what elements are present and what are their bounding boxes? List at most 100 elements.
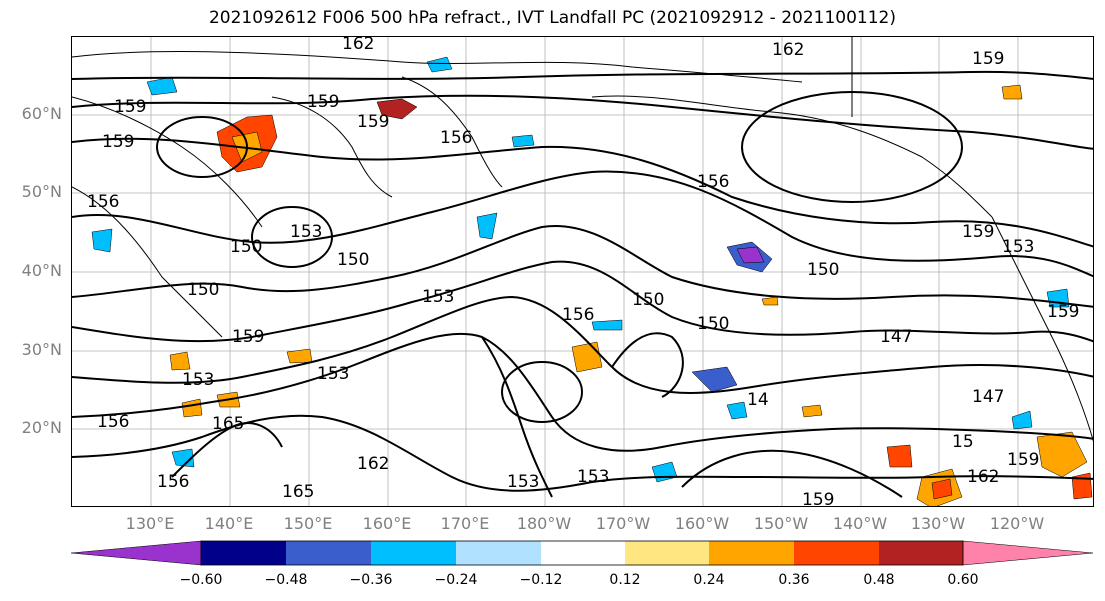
anomaly-patch — [146, 76, 178, 96]
anomaly-patch — [511, 134, 535, 148]
contour-label: 162 — [772, 40, 804, 60]
contour-label: 159 — [232, 327, 264, 347]
contour-label: 159 — [1047, 302, 1079, 322]
colorbar-tick: 0.48 — [863, 572, 895, 588]
colorbar-tick: −0.36 — [349, 572, 393, 588]
lon-label-150w: 150°W — [753, 514, 809, 533]
contour-label: 156 — [697, 172, 729, 192]
anomaly-patch — [169, 351, 191, 371]
gridlines — [72, 37, 1093, 506]
colorbar-tick: 0.36 — [778, 572, 810, 588]
anomaly-patch — [691, 366, 738, 393]
lat-label-60n: 60°N — [21, 104, 62, 123]
anomaly-patch — [571, 341, 603, 373]
lon-label-150e: 150°E — [283, 514, 333, 533]
colorbar-segment-4 — [456, 541, 541, 565]
contour-label: 153 — [1002, 237, 1034, 257]
contour-label: 159 — [972, 49, 1004, 69]
lon-label-140e: 140°E — [204, 514, 254, 533]
contour-label: 162 — [342, 37, 374, 54]
contour-label: 159 — [962, 222, 994, 242]
shaded-anomalies — [91, 56, 1093, 506]
anomaly-patch — [181, 398, 203, 418]
map-panel: 162 162 159 159 159 159 156 159 156 156 … — [71, 36, 1094, 507]
contour-label: 153 — [290, 222, 322, 242]
contour-label: 159 — [307, 92, 339, 112]
colorbar-tick: 0.12 — [609, 572, 641, 588]
contour-label: 159 — [1007, 450, 1039, 470]
map-title: 2021092612 F006 500 hPa refract., IVT La… — [208, 8, 896, 28]
anomaly-patch — [736, 246, 765, 264]
contour-label: 159 — [102, 132, 134, 152]
map-canvas: 162 162 159 159 159 159 156 159 156 156 … — [72, 37, 1093, 507]
contour-label: 147 — [972, 387, 1004, 407]
colorbar-segment-2 — [286, 541, 371, 565]
contour-label: 150 — [337, 250, 369, 270]
contour-label: 159 — [357, 112, 389, 132]
contour-label: 150 — [697, 314, 729, 334]
colorbar-segment-3 — [371, 541, 456, 565]
lon-label-130e: 130°E — [125, 514, 175, 533]
contour-label: 165 — [282, 482, 314, 502]
lon-label-130w: 130°W — [910, 514, 966, 533]
lat-label-50n: 50°N — [21, 182, 62, 201]
anomaly-patch — [761, 296, 779, 306]
lon-label-180w: 180°W — [516, 514, 572, 533]
contour-label: 147 — [880, 327, 912, 347]
colorbar-tick: −0.12 — [519, 572, 563, 588]
colorbar-outline — [200, 540, 964, 566]
contour-label: 150 — [187, 280, 219, 300]
contour-label: 150 — [230, 237, 262, 257]
contour-label: 165 — [212, 414, 244, 434]
colorbar-tick: −0.24 — [434, 572, 478, 588]
anomaly-patch — [376, 98, 418, 120]
contour-label: 150 — [632, 290, 664, 310]
anomaly-patch — [651, 461, 678, 483]
contour-label: 15 — [952, 432, 974, 452]
anomaly-patch — [886, 444, 913, 468]
colorbar-segment-5 — [541, 541, 625, 565]
anomaly-patch — [726, 401, 748, 420]
lon-label-140w: 140°W — [832, 514, 888, 533]
anomaly-patch — [426, 56, 453, 73]
lon-label-170e: 170°E — [440, 514, 490, 533]
anomaly-patch — [1011, 410, 1033, 430]
contour-label: 156 — [440, 128, 472, 148]
anomaly-patch — [1001, 84, 1023, 100]
contour-label: 153 — [577, 467, 609, 487]
lat-label-40n: 40°N — [21, 261, 62, 280]
colorbar-tick: −0.48 — [264, 572, 308, 588]
anomaly-patch — [1071, 472, 1093, 500]
contours — [72, 70, 1093, 498]
contour-label: 156 — [157, 472, 189, 492]
contour-label: 162 — [357, 454, 389, 474]
lon-label-160w: 160°W — [674, 514, 730, 533]
contour-label: 159 — [802, 490, 834, 507]
contour-label: 14 — [747, 390, 769, 410]
contour-label: 153 — [422, 287, 454, 307]
lat-label-20n: 20°N — [21, 418, 62, 437]
colorbar-segment-0 — [71, 540, 202, 566]
contour-label: 150 — [807, 260, 839, 280]
colorbar-tick: −0.60 — [179, 572, 223, 588]
contour-label: 159 — [114, 97, 146, 117]
anomaly-patch — [591, 319, 623, 331]
contour-labels: 162 162 159 159 159 159 156 159 156 156 … — [87, 37, 1079, 507]
colorbar-segment-8 — [794, 541, 879, 565]
colorbar-tick: 0.60 — [947, 572, 979, 588]
colorbar-segment-7 — [709, 541, 794, 565]
colorbar — [71, 540, 1094, 566]
colorbar-segment-9 — [879, 541, 963, 565]
anomaly-patch — [801, 404, 823, 418]
contour-label: 162 — [967, 467, 999, 487]
colorbar-tick: 0.24 — [693, 572, 725, 588]
lat-label-30n: 30°N — [21, 340, 62, 359]
anomaly-patch — [476, 212, 498, 240]
anomaly-patch — [171, 448, 195, 468]
contour-label: 153 — [507, 472, 539, 492]
lon-label-170w: 170°W — [595, 514, 651, 533]
anomaly-patch — [931, 478, 953, 500]
anomaly-patch — [1036, 431, 1088, 478]
contour-label: 153 — [182, 370, 214, 390]
colorbar-segment-10 — [962, 540, 1094, 566]
